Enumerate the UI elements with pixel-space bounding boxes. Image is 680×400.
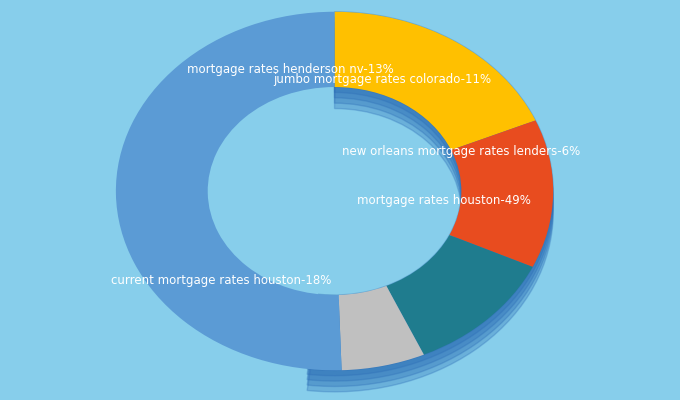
Text: new orleans mortgage rates lenders-6%: new orleans mortgage rates lenders-6% bbox=[342, 145, 581, 158]
Wedge shape bbox=[339, 286, 424, 370]
Wedge shape bbox=[116, 12, 341, 370]
Wedge shape bbox=[386, 235, 532, 355]
Text: mortgage rates houston-49%: mortgage rates houston-49% bbox=[357, 194, 531, 206]
Wedge shape bbox=[307, 33, 554, 392]
Wedge shape bbox=[307, 12, 554, 370]
Wedge shape bbox=[307, 28, 554, 386]
Text: mortgage rates henderson nv-13%: mortgage rates henderson nv-13% bbox=[188, 63, 394, 76]
Wedge shape bbox=[307, 17, 554, 376]
Text: jumbo mortgage rates colorado-11%: jumbo mortgage rates colorado-11% bbox=[273, 73, 492, 86]
Text: current mortgage rates houston-18%: current mortgage rates houston-18% bbox=[111, 274, 331, 287]
Wedge shape bbox=[449, 120, 554, 267]
Wedge shape bbox=[335, 12, 536, 150]
Wedge shape bbox=[307, 22, 554, 381]
